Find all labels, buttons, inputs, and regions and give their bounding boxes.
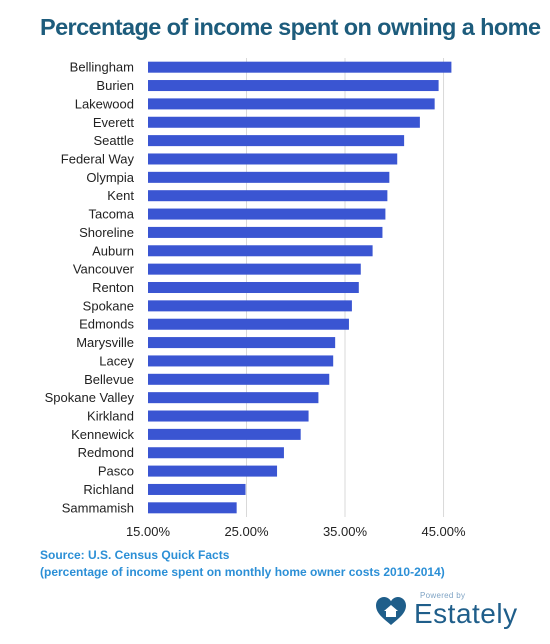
category-label: Shoreline xyxy=(79,225,134,240)
bar xyxy=(148,300,352,312)
category-labels: Bellingham Burien Lakewood Everett Seattle Fe… xyxy=(45,60,135,516)
bar xyxy=(148,502,237,514)
x-axis-ticks: 15.00% 25.00% 35.00% 45.00% xyxy=(126,524,466,539)
bar xyxy=(148,171,390,183)
category-label: Spokane Valley xyxy=(45,390,135,405)
category-label: Kent xyxy=(107,188,134,203)
category-label: Redmond xyxy=(78,445,134,460)
x-tick-label: 35.00% xyxy=(323,524,368,539)
bar xyxy=(148,447,284,459)
bar xyxy=(148,190,388,202)
bar xyxy=(148,135,405,147)
bar xyxy=(148,483,246,495)
category-label: Burien xyxy=(96,78,134,93)
category-label: Sammamish xyxy=(62,500,134,515)
bar xyxy=(148,61,452,73)
category-label: Lakewood xyxy=(75,96,134,111)
category-label: Lacey xyxy=(99,353,134,368)
bar xyxy=(148,80,439,92)
category-label: Federal Way xyxy=(61,151,135,166)
category-label: Auburn xyxy=(92,243,134,258)
category-label: Edmonds xyxy=(79,317,134,332)
category-label: Seattle xyxy=(94,133,134,148)
bar xyxy=(148,318,349,330)
source-line: Source: U.S. Census Quick Facts xyxy=(40,548,230,562)
bar xyxy=(148,153,398,165)
bar xyxy=(148,98,435,110)
category-label: Everett xyxy=(93,115,135,130)
powered-by-label: Powered by xyxy=(420,591,466,600)
chart-title: Percentage of income spent on owning a h… xyxy=(40,14,541,40)
bar xyxy=(148,263,361,275)
x-tick-label: 45.00% xyxy=(421,524,466,539)
bar xyxy=(148,226,383,238)
bar xyxy=(148,465,278,477)
bar xyxy=(148,355,334,367)
bar xyxy=(148,281,359,294)
bar xyxy=(148,410,309,422)
brand-name: Estately xyxy=(414,598,518,629)
category-label: Richland xyxy=(83,482,134,497)
category-label: Kirkland xyxy=(87,409,134,424)
category-label: Tacoma xyxy=(88,207,134,222)
category-label: Pasco xyxy=(98,464,134,479)
heart-house-icon xyxy=(376,597,406,625)
category-label: Renton xyxy=(92,280,134,295)
category-label: Bellingham xyxy=(70,60,134,75)
bars xyxy=(148,61,452,514)
category-label: Olympia xyxy=(86,170,134,185)
category-label: Bellevue xyxy=(84,372,134,387)
x-tick-label: 25.00% xyxy=(224,524,269,539)
bar xyxy=(148,428,301,440)
source-note: Source: U.S. Census Quick Facts (percent… xyxy=(40,547,445,581)
estately-branding: Powered by Estately xyxy=(366,590,526,634)
bar xyxy=(148,392,319,404)
category-label: Marysville xyxy=(76,335,134,350)
source-description: (percentage of income spent on monthly h… xyxy=(40,565,445,579)
bar xyxy=(148,337,336,349)
bar-chart: Bellingham Burien Lakewood Everett Seattle Fe… xyxy=(45,58,466,539)
bar xyxy=(148,208,386,220)
bar xyxy=(148,116,420,128)
x-tick-label: 15.00% xyxy=(126,524,171,539)
bar xyxy=(148,245,373,257)
category-label: Vancouver xyxy=(73,262,135,277)
category-label: Spokane xyxy=(83,298,134,313)
category-label: Kennewick xyxy=(71,427,134,442)
bar xyxy=(148,373,330,385)
